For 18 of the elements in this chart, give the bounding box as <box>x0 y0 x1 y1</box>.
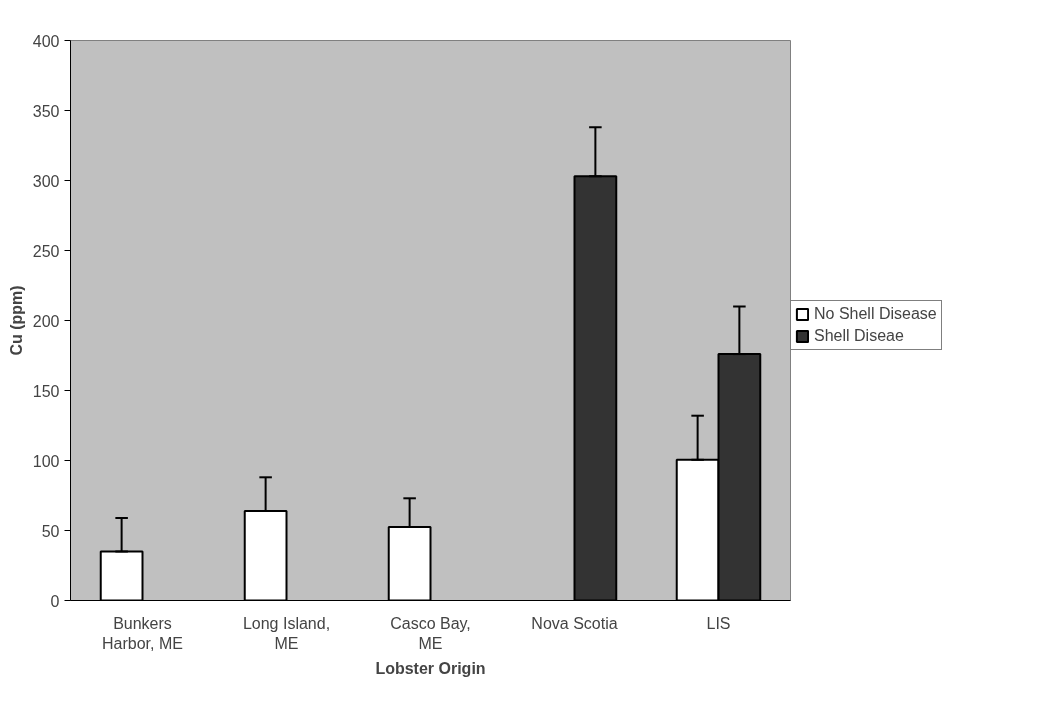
y-tick-label: 400 <box>32 32 60 50</box>
y-tick-label: 0 <box>50 592 60 610</box>
x-tick-label: Casco Bay, ME <box>390 614 471 652</box>
y-tick-label: 200 <box>32 312 60 330</box>
x-tick-label: Bunkers Harbor, ME <box>102 614 183 652</box>
y-axis-title: Cu (ppm) <box>7 285 25 356</box>
y-tick-label: 350 <box>32 102 60 120</box>
legend-label: Shell Diseae <box>814 327 904 345</box>
y-tick-label: 50 <box>41 522 60 540</box>
x-tick-label: LIS <box>706 614 731 632</box>
y-tick-label: 150 <box>32 382 60 400</box>
y-tick-label: 300 <box>32 172 60 190</box>
y-tick-label: 100 <box>32 452 60 470</box>
x-tick-label: Nova Scotia <box>531 614 618 632</box>
y-tick-label: 250 <box>32 242 60 260</box>
legend-label: No Shell Disease <box>814 305 937 323</box>
x-tick-label: Long Island, ME <box>242 614 331 652</box>
x-axis-title: Lobster Origin <box>375 659 486 677</box>
